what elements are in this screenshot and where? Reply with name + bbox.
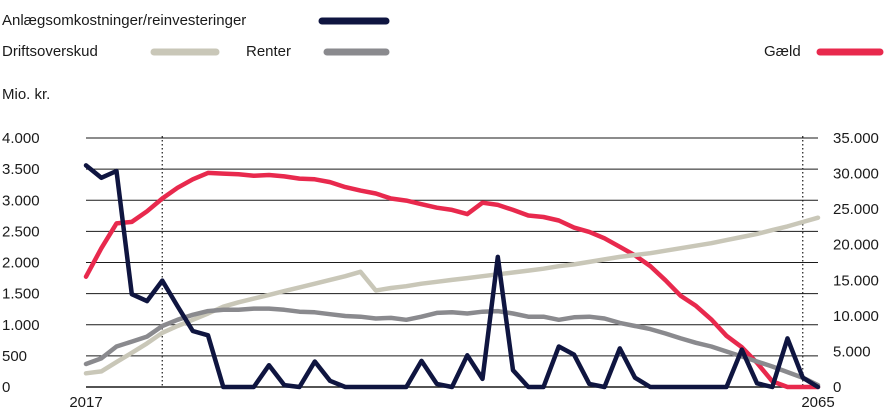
- legend-item-renter: Renter: [246, 43, 390, 60]
- x-axis-tick-labels: 2017 2065: [69, 394, 834, 411]
- right-tick-label: 10.000: [833, 308, 879, 325]
- legend-item-anlaeg: Anlægsomkostninger/reinvesteringer: [2, 12, 390, 29]
- left-tick-label: 0: [2, 379, 10, 396]
- right-tick-label: 0: [833, 379, 841, 396]
- series-line-driftsoverskud: [83, 215, 821, 376]
- series-line-renter: [83, 306, 821, 388]
- legend-label-gaeld: Gæld: [764, 43, 801, 60]
- right-tick-label: 5.000: [833, 343, 871, 360]
- left-tick-label: 4.000: [2, 130, 40, 147]
- series-layer: [83, 163, 821, 390]
- right-axis-tick-labels: 0 5.000 10.000 15.000 20.000 25.000 30.000 35.0…: [833, 130, 879, 396]
- legend: Anlægsomkostninger/reinvesteringer Drift…: [2, 12, 884, 60]
- left-tick-label: 1.000: [2, 317, 40, 334]
- right-tick-label: 35.000: [833, 130, 879, 147]
- right-tick-label: 20.000: [833, 237, 879, 254]
- series-line-anlaeg: [83, 163, 821, 390]
- left-tick-label: 2.500: [2, 223, 40, 240]
- gridlines: [86, 137, 818, 388]
- x-tick-label: 2017: [69, 394, 102, 410]
- unit-label: Mio. kr.: [2, 86, 50, 103]
- right-tick-label: 15.000: [833, 272, 879, 289]
- left-tick-label: 3.500: [2, 161, 40, 178]
- reference-lines: [161, 136, 804, 387]
- x-tick-label: 2065: [801, 394, 834, 410]
- legend-label-anlaeg: Anlægsomkostninger/reinvesteringer: [2, 12, 246, 29]
- legend-label-renter: Renter: [246, 43, 291, 60]
- left-tick-label: 3.000: [2, 192, 40, 209]
- left-tick-label: 500: [2, 348, 27, 365]
- left-tick-label: 2.000: [2, 255, 40, 272]
- legend-label-driftsoverskud: Driftsoverskud: [2, 43, 98, 60]
- legend-item-gaeld: Gæld: [764, 43, 884, 60]
- left-tick-label: 1.500: [2, 286, 40, 303]
- right-tick-label: 25.000: [833, 201, 879, 218]
- left-axis-tick-labels: 0 500 1.000 1.500 2.000 2.500 3.000 3.500 4.000: [2, 130, 40, 396]
- legend-item-driftsoverskud: Driftsoverskud: [2, 43, 220, 60]
- right-tick-label: 30.000: [833, 166, 879, 183]
- series-line-gaeld: [83, 170, 821, 390]
